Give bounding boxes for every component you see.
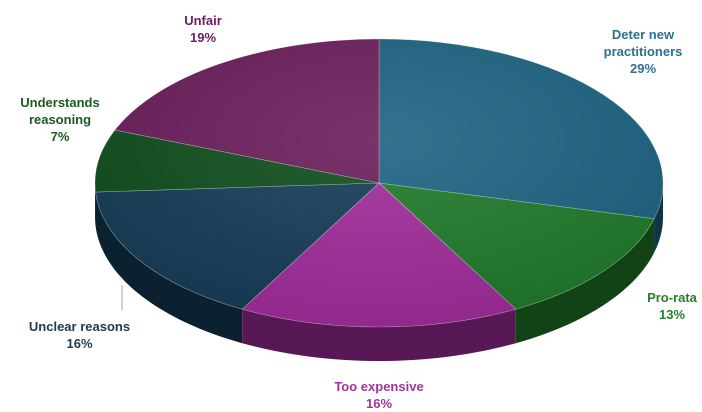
label-unclear-name: Unclear reasons (28, 319, 131, 334)
label-unfair-pct: 19% (189, 30, 217, 45)
label-deter-pct: 29% (629, 61, 657, 76)
label-deter-name-2: practitioners (603, 44, 683, 59)
label-unfair: Unfair 19% (166, 12, 240, 46)
label-deter-name-1: Deter new (611, 27, 675, 42)
label-prorata-pct: 13% (658, 307, 686, 322)
label-prorata-name: Pro-rata (647, 290, 697, 305)
side-wall-unclear-reasons (95, 192, 243, 344)
label-understands-pct: 7% (50, 129, 70, 144)
label-expensive-pct: 16% (365, 396, 393, 411)
pie-slices (94, 38, 664, 328)
side-wall-too-expensive (242, 309, 516, 361)
label-unclear-reasons: Unclear reasons 16% (12, 318, 147, 352)
label-understands-reasoning: Understands reasoning 7% (4, 94, 116, 145)
side-wall-understands-reasoning (95, 183, 96, 227)
label-too-expensive: Too expensive 16% (314, 378, 444, 412)
label-pro-rata: Pro-rata 13% (636, 289, 702, 323)
label-expensive-name: Too expensive (334, 379, 424, 394)
label-understands-name-1: Understands (20, 95, 100, 110)
label-unfair-name: Unfair (184, 13, 222, 28)
side-wall-pro-rata (515, 218, 655, 344)
pie-sheen (95, 39, 663, 327)
label-deter-new-practitioners: Deter new practitioners 29% (583, 26, 702, 77)
side-wall-deter-new-practitioners (654, 183, 663, 253)
label-unclear-pct: 16% (66, 336, 93, 351)
pie-side-walls (95, 183, 663, 361)
label-understands-name-2: reasoning (28, 112, 92, 127)
